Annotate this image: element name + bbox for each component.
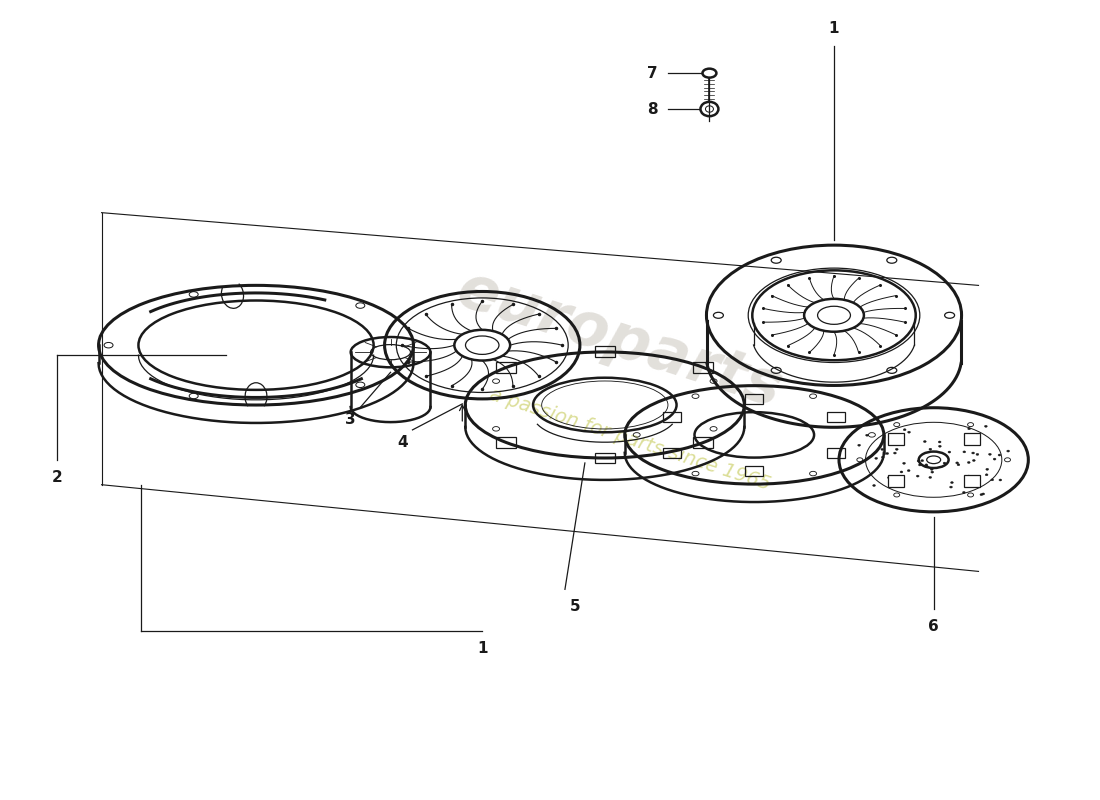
Text: 4: 4 xyxy=(397,435,408,450)
Text: europarts: europarts xyxy=(450,260,790,421)
Ellipse shape xyxy=(903,429,906,430)
Text: 3: 3 xyxy=(345,412,356,427)
Ellipse shape xyxy=(893,452,896,454)
Ellipse shape xyxy=(866,434,868,436)
Ellipse shape xyxy=(916,475,920,477)
Ellipse shape xyxy=(918,464,922,466)
Bar xyxy=(888,433,903,445)
Text: 7: 7 xyxy=(647,66,658,81)
Text: 6: 6 xyxy=(928,619,939,634)
Bar xyxy=(746,394,763,404)
Ellipse shape xyxy=(956,462,958,464)
Ellipse shape xyxy=(874,458,878,459)
Ellipse shape xyxy=(923,441,926,442)
Ellipse shape xyxy=(903,462,905,464)
Ellipse shape xyxy=(928,477,932,478)
Ellipse shape xyxy=(972,459,976,462)
Bar xyxy=(964,474,980,486)
Bar xyxy=(888,474,903,486)
Ellipse shape xyxy=(969,482,972,485)
Ellipse shape xyxy=(989,454,991,455)
Ellipse shape xyxy=(917,460,920,462)
Bar xyxy=(827,412,845,422)
Bar xyxy=(746,466,763,476)
Ellipse shape xyxy=(999,479,1002,481)
Ellipse shape xyxy=(968,428,970,430)
Ellipse shape xyxy=(986,474,988,476)
Ellipse shape xyxy=(986,468,989,470)
Ellipse shape xyxy=(943,462,946,464)
Text: 8: 8 xyxy=(647,102,658,117)
Text: 1: 1 xyxy=(477,641,487,656)
Bar xyxy=(595,346,615,358)
Ellipse shape xyxy=(930,448,932,450)
Ellipse shape xyxy=(881,448,883,450)
Ellipse shape xyxy=(925,466,928,467)
Ellipse shape xyxy=(888,477,890,478)
Ellipse shape xyxy=(950,482,954,483)
Ellipse shape xyxy=(465,336,499,354)
Ellipse shape xyxy=(900,471,903,473)
Bar xyxy=(663,412,681,422)
Ellipse shape xyxy=(1006,450,1010,452)
Text: 1: 1 xyxy=(828,22,839,36)
Ellipse shape xyxy=(872,485,876,486)
Text: 5: 5 xyxy=(570,599,580,614)
Ellipse shape xyxy=(931,468,933,470)
Ellipse shape xyxy=(957,464,960,466)
Ellipse shape xyxy=(991,479,993,481)
Ellipse shape xyxy=(962,451,966,453)
Ellipse shape xyxy=(886,453,889,454)
Ellipse shape xyxy=(976,454,979,455)
Ellipse shape xyxy=(967,462,970,463)
Ellipse shape xyxy=(901,442,904,443)
Bar xyxy=(496,437,516,448)
Bar xyxy=(496,362,516,373)
Ellipse shape xyxy=(908,431,911,433)
Text: 2: 2 xyxy=(52,470,62,485)
Ellipse shape xyxy=(938,441,942,443)
Ellipse shape xyxy=(982,493,985,495)
Ellipse shape xyxy=(948,451,950,453)
Ellipse shape xyxy=(858,444,860,446)
Ellipse shape xyxy=(980,494,982,496)
Ellipse shape xyxy=(949,486,953,488)
Bar xyxy=(693,362,714,373)
Bar xyxy=(663,448,681,458)
Ellipse shape xyxy=(971,452,975,454)
Ellipse shape xyxy=(938,446,942,447)
Ellipse shape xyxy=(921,460,924,462)
Bar xyxy=(595,453,615,463)
Bar xyxy=(827,448,845,458)
Ellipse shape xyxy=(998,454,1001,456)
Ellipse shape xyxy=(984,426,988,427)
Ellipse shape xyxy=(895,448,899,450)
Ellipse shape xyxy=(967,475,970,477)
Bar xyxy=(964,433,980,445)
Ellipse shape xyxy=(931,471,934,473)
Ellipse shape xyxy=(962,491,966,494)
Ellipse shape xyxy=(993,458,996,460)
Ellipse shape xyxy=(925,464,927,466)
Ellipse shape xyxy=(881,456,884,458)
Text: a passion for parts since 1965: a passion for parts since 1965 xyxy=(486,386,772,494)
Ellipse shape xyxy=(908,470,910,471)
Bar xyxy=(693,437,714,448)
